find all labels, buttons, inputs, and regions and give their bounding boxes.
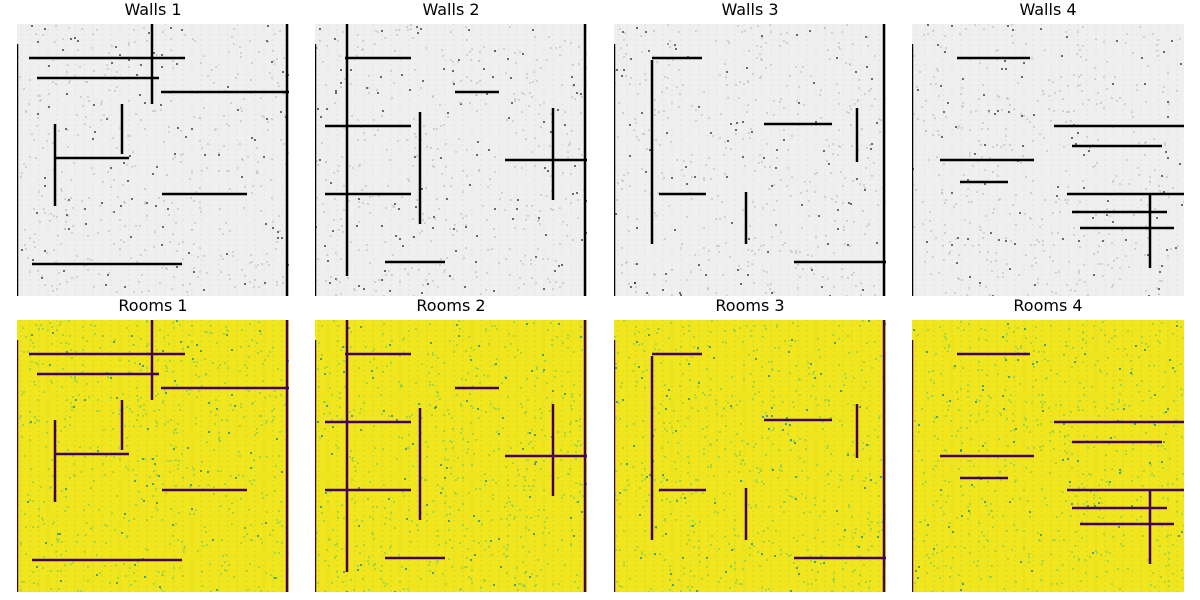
wall-lines: [912, 44, 1184, 296]
panel-rooms-1: Rooms 1: [17, 296, 289, 594]
panel-rooms-3: Rooms 3: [614, 296, 886, 594]
panel-title: Rooms 2: [416, 296, 486, 315]
wall-lines: [315, 24, 587, 296]
texture-grid: [617, 320, 880, 592]
noise-speckles: [912, 321, 1184, 592]
panel-rooms-4: Rooms 4: [912, 296, 1184, 594]
rooms-map-image: [17, 320, 289, 592]
panel-walls-3: Walls 3: [614, 0, 886, 298]
texture-grid: [617, 24, 880, 296]
panel-walls-1: Walls 1: [17, 0, 289, 298]
panel-title: Walls 4: [1019, 0, 1077, 19]
panel-rooms-2: Rooms 2: [315, 296, 587, 594]
noise-speckles: [912, 24, 1184, 296]
panel-walls-2: Walls 2: [315, 0, 587, 298]
noise-speckles: [17, 320, 289, 592]
panel-title: Walls 2: [422, 0, 480, 19]
wall-lines: [315, 320, 587, 592]
panel-title: Rooms 1: [118, 296, 188, 315]
noise-speckles: [315, 24, 587, 296]
texture-grid: [20, 24, 283, 296]
panel-title: Walls 3: [721, 0, 779, 19]
wall-lines: [614, 24, 886, 296]
wall-lines: [17, 24, 289, 296]
noise-speckles: [614, 320, 886, 592]
wall-lines: [614, 320, 886, 592]
wall-lines: [912, 340, 1184, 592]
panel-title: Rooms 4: [1013, 296, 1083, 315]
wall-lines: [17, 320, 289, 592]
panel-title: Rooms 3: [715, 296, 785, 315]
rooms-map-image: [614, 320, 886, 592]
walls-map-image: [614, 24, 886, 296]
noise-speckles: [315, 320, 587, 592]
walls-map-image: [315, 24, 587, 296]
rooms-map-image: [315, 320, 587, 592]
noise-speckles: [614, 24, 886, 296]
walls-map-image: [912, 24, 1184, 296]
map-background: [614, 320, 886, 592]
noise-speckles: [17, 25, 289, 296]
rooms-map-image: [912, 320, 1184, 592]
panel-walls-4: Walls 4: [912, 0, 1184, 298]
walls-map-image: [17, 24, 289, 296]
map-background: [614, 24, 886, 296]
panel-title: Walls 1: [124, 0, 182, 19]
